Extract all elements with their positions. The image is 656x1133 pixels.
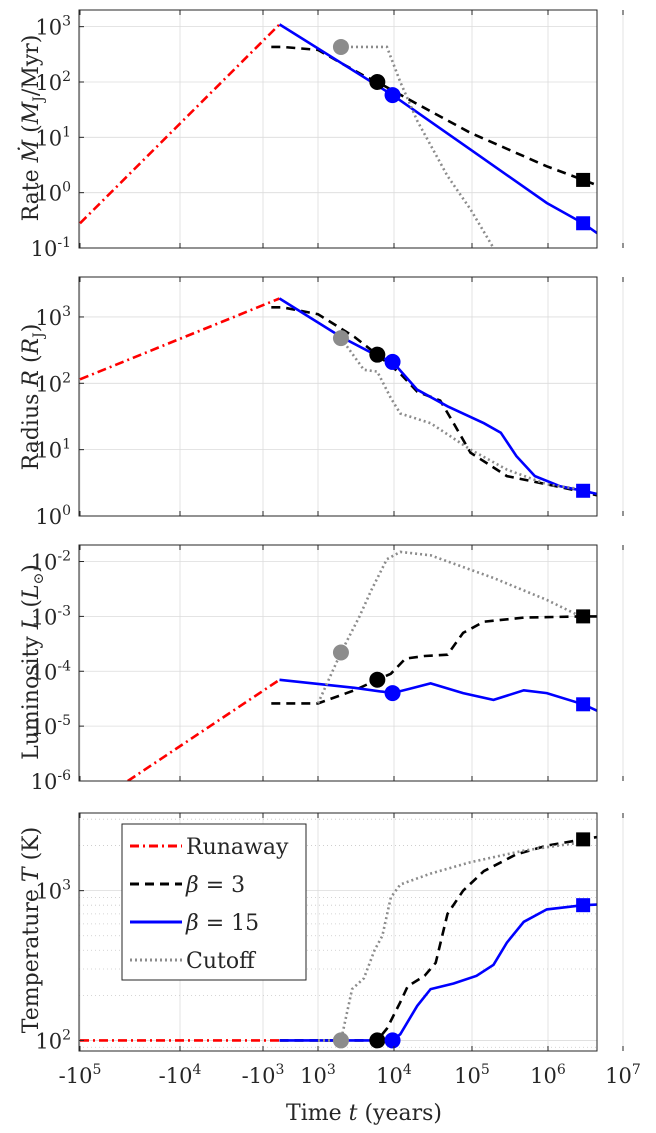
ytick-label: 103	[35, 878, 71, 904]
series-beta15-line	[279, 903, 597, 1042]
ytick-label: 10-3	[31, 603, 71, 629]
series-beta3-line	[271, 615, 597, 705]
ytick-label: 101	[35, 437, 71, 463]
xtick-label: 106	[530, 1062, 566, 1088]
legend-entry-beta3: β = 3	[130, 873, 245, 898]
marker-beta3-square	[576, 609, 591, 624]
xtick-label: 104	[376, 1062, 412, 1088]
series-runaway-line	[79, 23, 281, 225]
marker-beta15-square	[576, 216, 591, 231]
ytick-label: 103	[35, 14, 71, 40]
xtick-labels: -105 -104 -103 103 104 105 106 107	[59, 1062, 641, 1088]
xtick-label: 105	[454, 1062, 490, 1088]
marker-beta3-circle	[369, 73, 386, 90]
xtick-label: -105	[59, 1062, 102, 1088]
series-beta3-line	[271, 45, 597, 187]
ylabel-luminosity: Luminosity L (L⊙)	[19, 564, 47, 760]
xtick-label: 107	[605, 1062, 641, 1088]
ylabel-radius: Radius R (RJ)	[19, 324, 47, 471]
marker-cutoff-circle	[332, 38, 349, 55]
series-beta3-line	[279, 835, 597, 1042]
marker-beta3-circle	[369, 1032, 386, 1049]
marker-beta15-square	[576, 483, 591, 498]
ytick-label: 102	[35, 370, 71, 396]
series-cutoff-line	[318, 841, 584, 1042]
series-cutoff-line	[341, 45, 495, 248]
ylabel-rate: Rate Ṁ (MJ/Myr)	[17, 35, 47, 222]
xtick-label: 103	[300, 1062, 336, 1088]
ytick-label: 100	[35, 180, 71, 206]
series-cutoff-line	[316, 550, 584, 704]
svg-text:Cutoff: Cutoff	[186, 949, 256, 974]
ytick-label: 103	[35, 304, 71, 330]
marker-beta15-square	[576, 697, 591, 712]
marker-beta15-circle	[384, 87, 401, 104]
legend-entry-beta15: β = 15	[130, 911, 259, 936]
marker-beta15-circle	[384, 353, 401, 370]
ytick-label: 102	[35, 1027, 71, 1053]
ytick-label: 10-1	[31, 235, 71, 261]
ytick-label: 10-2	[31, 549, 71, 575]
legend-entry-runaway: Runaway	[130, 835, 289, 860]
series-beta15-line	[279, 678, 597, 713]
svg-text:Runaway: Runaway	[186, 835, 289, 860]
svg-text:β = 15: β = 15	[185, 911, 259, 936]
marker-beta3-circle	[369, 346, 386, 363]
legend: Runaway β = 3 β = 15 Cutoff	[121, 823, 307, 981]
series-runaway-line	[79, 297, 280, 381]
marker-cutoff-circle	[332, 644, 349, 661]
panel-radius: 100 101 102 103	[35, 276, 624, 529]
marker-beta3-circle	[369, 671, 386, 688]
ytick-label: 10-6	[31, 768, 71, 794]
ytick-label: 10-5	[31, 713, 71, 739]
marker-beta3-square	[576, 172, 591, 187]
xlabel: Time t (years)	[286, 1101, 442, 1126]
ytick-label: 10-4	[31, 658, 71, 684]
ytick-label: 101	[35, 124, 71, 150]
ytick-label: 100	[35, 503, 71, 529]
marker-beta15-circle	[384, 1032, 401, 1049]
xtick-label: -104	[159, 1062, 202, 1088]
xtick-label: -103	[242, 1062, 285, 1088]
marker-beta15-square	[576, 898, 591, 913]
marker-beta3-square	[576, 832, 591, 847]
legend-entry-cutoff: Cutoff	[130, 949, 256, 974]
ytick-label: 102	[35, 69, 71, 95]
svg-text:β = 3: β = 3	[185, 873, 245, 898]
marker-cutoff-circle	[332, 330, 349, 347]
marker-beta15-circle	[384, 685, 401, 702]
series-cutoff-line	[339, 337, 584, 491]
panel-luminosity: 10-6 10-5 10-4 10-3 10-2	[31, 544, 624, 794]
ylabel-temperature: Temperature T (K)	[19, 827, 44, 1033]
panel-rate: 10-1 100 101 102 103	[31, 9, 624, 261]
marker-cutoff-circle	[332, 1032, 349, 1049]
